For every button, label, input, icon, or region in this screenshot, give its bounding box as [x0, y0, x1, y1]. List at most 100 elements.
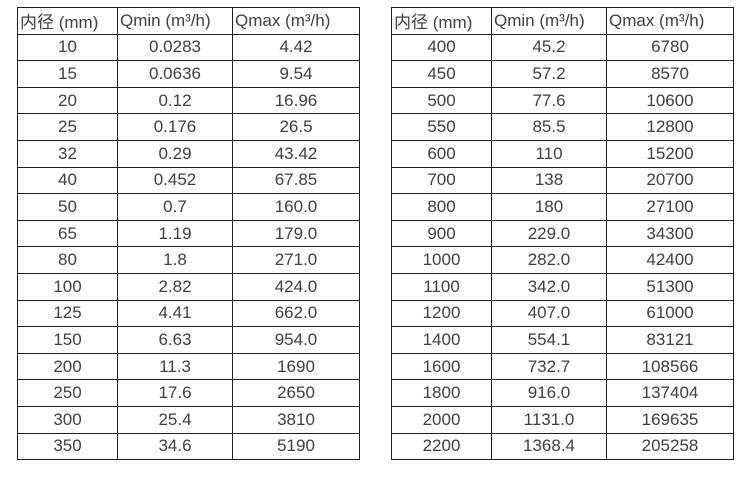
- table-row: 500 77.6 10600: [391, 86, 734, 115]
- table-cell: 732.7: [491, 352, 607, 381]
- table-cell: 1800: [391, 379, 492, 407]
- table-row: 400 45.2 6780: [391, 33, 734, 62]
- table-cell: 4.42: [232, 33, 360, 62]
- table-row: 700 138 20700: [391, 166, 734, 195]
- table-cell: 700: [391, 166, 492, 195]
- table-cell: 554.1: [491, 326, 607, 354]
- diameter-column-header: 内径 (mm): [17, 7, 118, 35]
- table-cell: 350: [17, 432, 118, 461]
- table-cell: 4.41: [117, 299, 233, 328]
- table-cell: 150: [17, 326, 118, 354]
- table-row: 20 0.12 16.96: [17, 86, 360, 115]
- table-cell: 16.96: [232, 86, 360, 115]
- table-cell: 271.0: [232, 246, 360, 274]
- table-cell: 20: [17, 86, 118, 115]
- table-cell: 83121: [606, 326, 734, 354]
- table-cell: 0.12: [117, 86, 233, 115]
- table-cell: 43.42: [232, 139, 360, 168]
- table-cell: 0.29: [117, 139, 233, 168]
- table-row: 800 180 27100: [391, 193, 734, 221]
- table-cell: 300: [17, 405, 118, 434]
- table-cell: 1.19: [117, 219, 233, 248]
- table-cell: 34.6: [117, 432, 233, 461]
- table-cell: 205258: [606, 432, 734, 461]
- qmin-column-header: Qmin (m³/h): [117, 7, 233, 35]
- table-row: 15 0.0636 9.54: [17, 60, 360, 88]
- table-cell: 200: [17, 352, 118, 381]
- table-cell: 424.0: [232, 272, 360, 301]
- table-cell: 10600: [606, 86, 734, 115]
- table-row: 25 0.176 26.5: [17, 113, 360, 141]
- table-row: 150 6.63 954.0: [17, 326, 360, 354]
- table-row: 80 1.8 271.0: [17, 246, 360, 274]
- table-cell: 400: [391, 33, 492, 62]
- table-cell: 6.63: [117, 326, 233, 354]
- table-cell: 27100: [606, 193, 734, 221]
- table-cell: 1100: [391, 272, 492, 301]
- table-cell: 800: [391, 193, 492, 221]
- table-cell: 65: [17, 219, 118, 248]
- table-cell: 15200: [606, 139, 734, 168]
- table-cell: 600: [391, 139, 492, 168]
- table-cell: 2200: [391, 432, 492, 461]
- table-cell: 407.0: [491, 299, 607, 328]
- table-cell: 0.452: [117, 166, 233, 195]
- table-row: 32 0.29 43.42: [17, 139, 360, 168]
- table-cell: 2650: [232, 379, 360, 407]
- table-cell: 40: [17, 166, 118, 195]
- table-cell: 61000: [606, 299, 734, 328]
- table-cell: 10: [17, 33, 118, 62]
- table-cell: 1400: [391, 326, 492, 354]
- table-cell: 342.0: [491, 272, 607, 301]
- table-cell: 3810: [232, 405, 360, 434]
- table-cell: 179.0: [232, 219, 360, 248]
- table-cell: 916.0: [491, 379, 607, 407]
- table-cell: 11.3: [117, 352, 233, 381]
- table-row: 600 110 15200: [391, 139, 734, 168]
- table-cell: 0.0283: [117, 33, 233, 62]
- table-cell: 85.5: [491, 113, 607, 141]
- table-cell: 8570: [606, 60, 734, 88]
- table-cell: 6780: [606, 33, 734, 62]
- table-cell: 0.7: [117, 193, 233, 221]
- table-row: 550 85.5 12800: [391, 113, 734, 141]
- table-cell: 282.0: [491, 246, 607, 274]
- table-row: 125 4.41 662.0: [17, 299, 360, 328]
- table-cell: 26.5: [232, 113, 360, 141]
- table-cell: 5190: [232, 432, 360, 461]
- header-row: 内径 (mm) Qmin (m³/h) Qmax (m³/h): [391, 7, 734, 35]
- header-row: 内径 (mm) Qmin (m³/h) Qmax (m³/h): [17, 7, 360, 35]
- table-row: 1600 732.7 108566: [391, 352, 734, 381]
- table-cell: 9.54: [232, 60, 360, 88]
- table-cell: 67.85: [232, 166, 360, 195]
- table-cell: 169635: [606, 405, 734, 434]
- table-cell: 108566: [606, 352, 734, 381]
- table-row: 1100 342.0 51300: [391, 272, 734, 301]
- table-row: 100 2.82 424.0: [17, 272, 360, 301]
- table-row: 2000 1131.0 169635: [391, 405, 734, 434]
- table-cell: 662.0: [232, 299, 360, 328]
- table-row: 250 17.6 2650: [17, 379, 360, 407]
- table-cell: 954.0: [232, 326, 360, 354]
- table-row: 300 25.4 3810: [17, 405, 360, 434]
- table-row: 350 34.6 5190: [17, 432, 360, 461]
- table-row: 900 229.0 34300: [391, 219, 734, 248]
- table-cell: 1.8: [117, 246, 233, 274]
- table-row: 1800 916.0 137404: [391, 379, 734, 407]
- table-cell: 57.2: [491, 60, 607, 88]
- table-cell: 45.2: [491, 33, 607, 62]
- table-cell: 125: [17, 299, 118, 328]
- table-cell: 32: [17, 139, 118, 168]
- table-cell: 0.0636: [117, 60, 233, 88]
- table-cell: 12800: [606, 113, 734, 141]
- table-row: 50 0.7 160.0: [17, 193, 360, 221]
- table-cell: 51300: [606, 272, 734, 301]
- qmin-column-header: Qmin (m³/h): [491, 7, 607, 35]
- table-cell: 17.6: [117, 379, 233, 407]
- table-row: 200 11.3 1690: [17, 352, 360, 381]
- table-cell: 15: [17, 60, 118, 88]
- diameter-column-header: 内径 (mm): [391, 7, 492, 35]
- table-cell: 1131.0: [491, 405, 607, 434]
- flow-table-large-diameters: 内径 (mm) Qmin (m³/h) Qmax (m³/h) 400 45.2 6780…: [391, 7, 734, 461]
- table-cell: 20700: [606, 166, 734, 195]
